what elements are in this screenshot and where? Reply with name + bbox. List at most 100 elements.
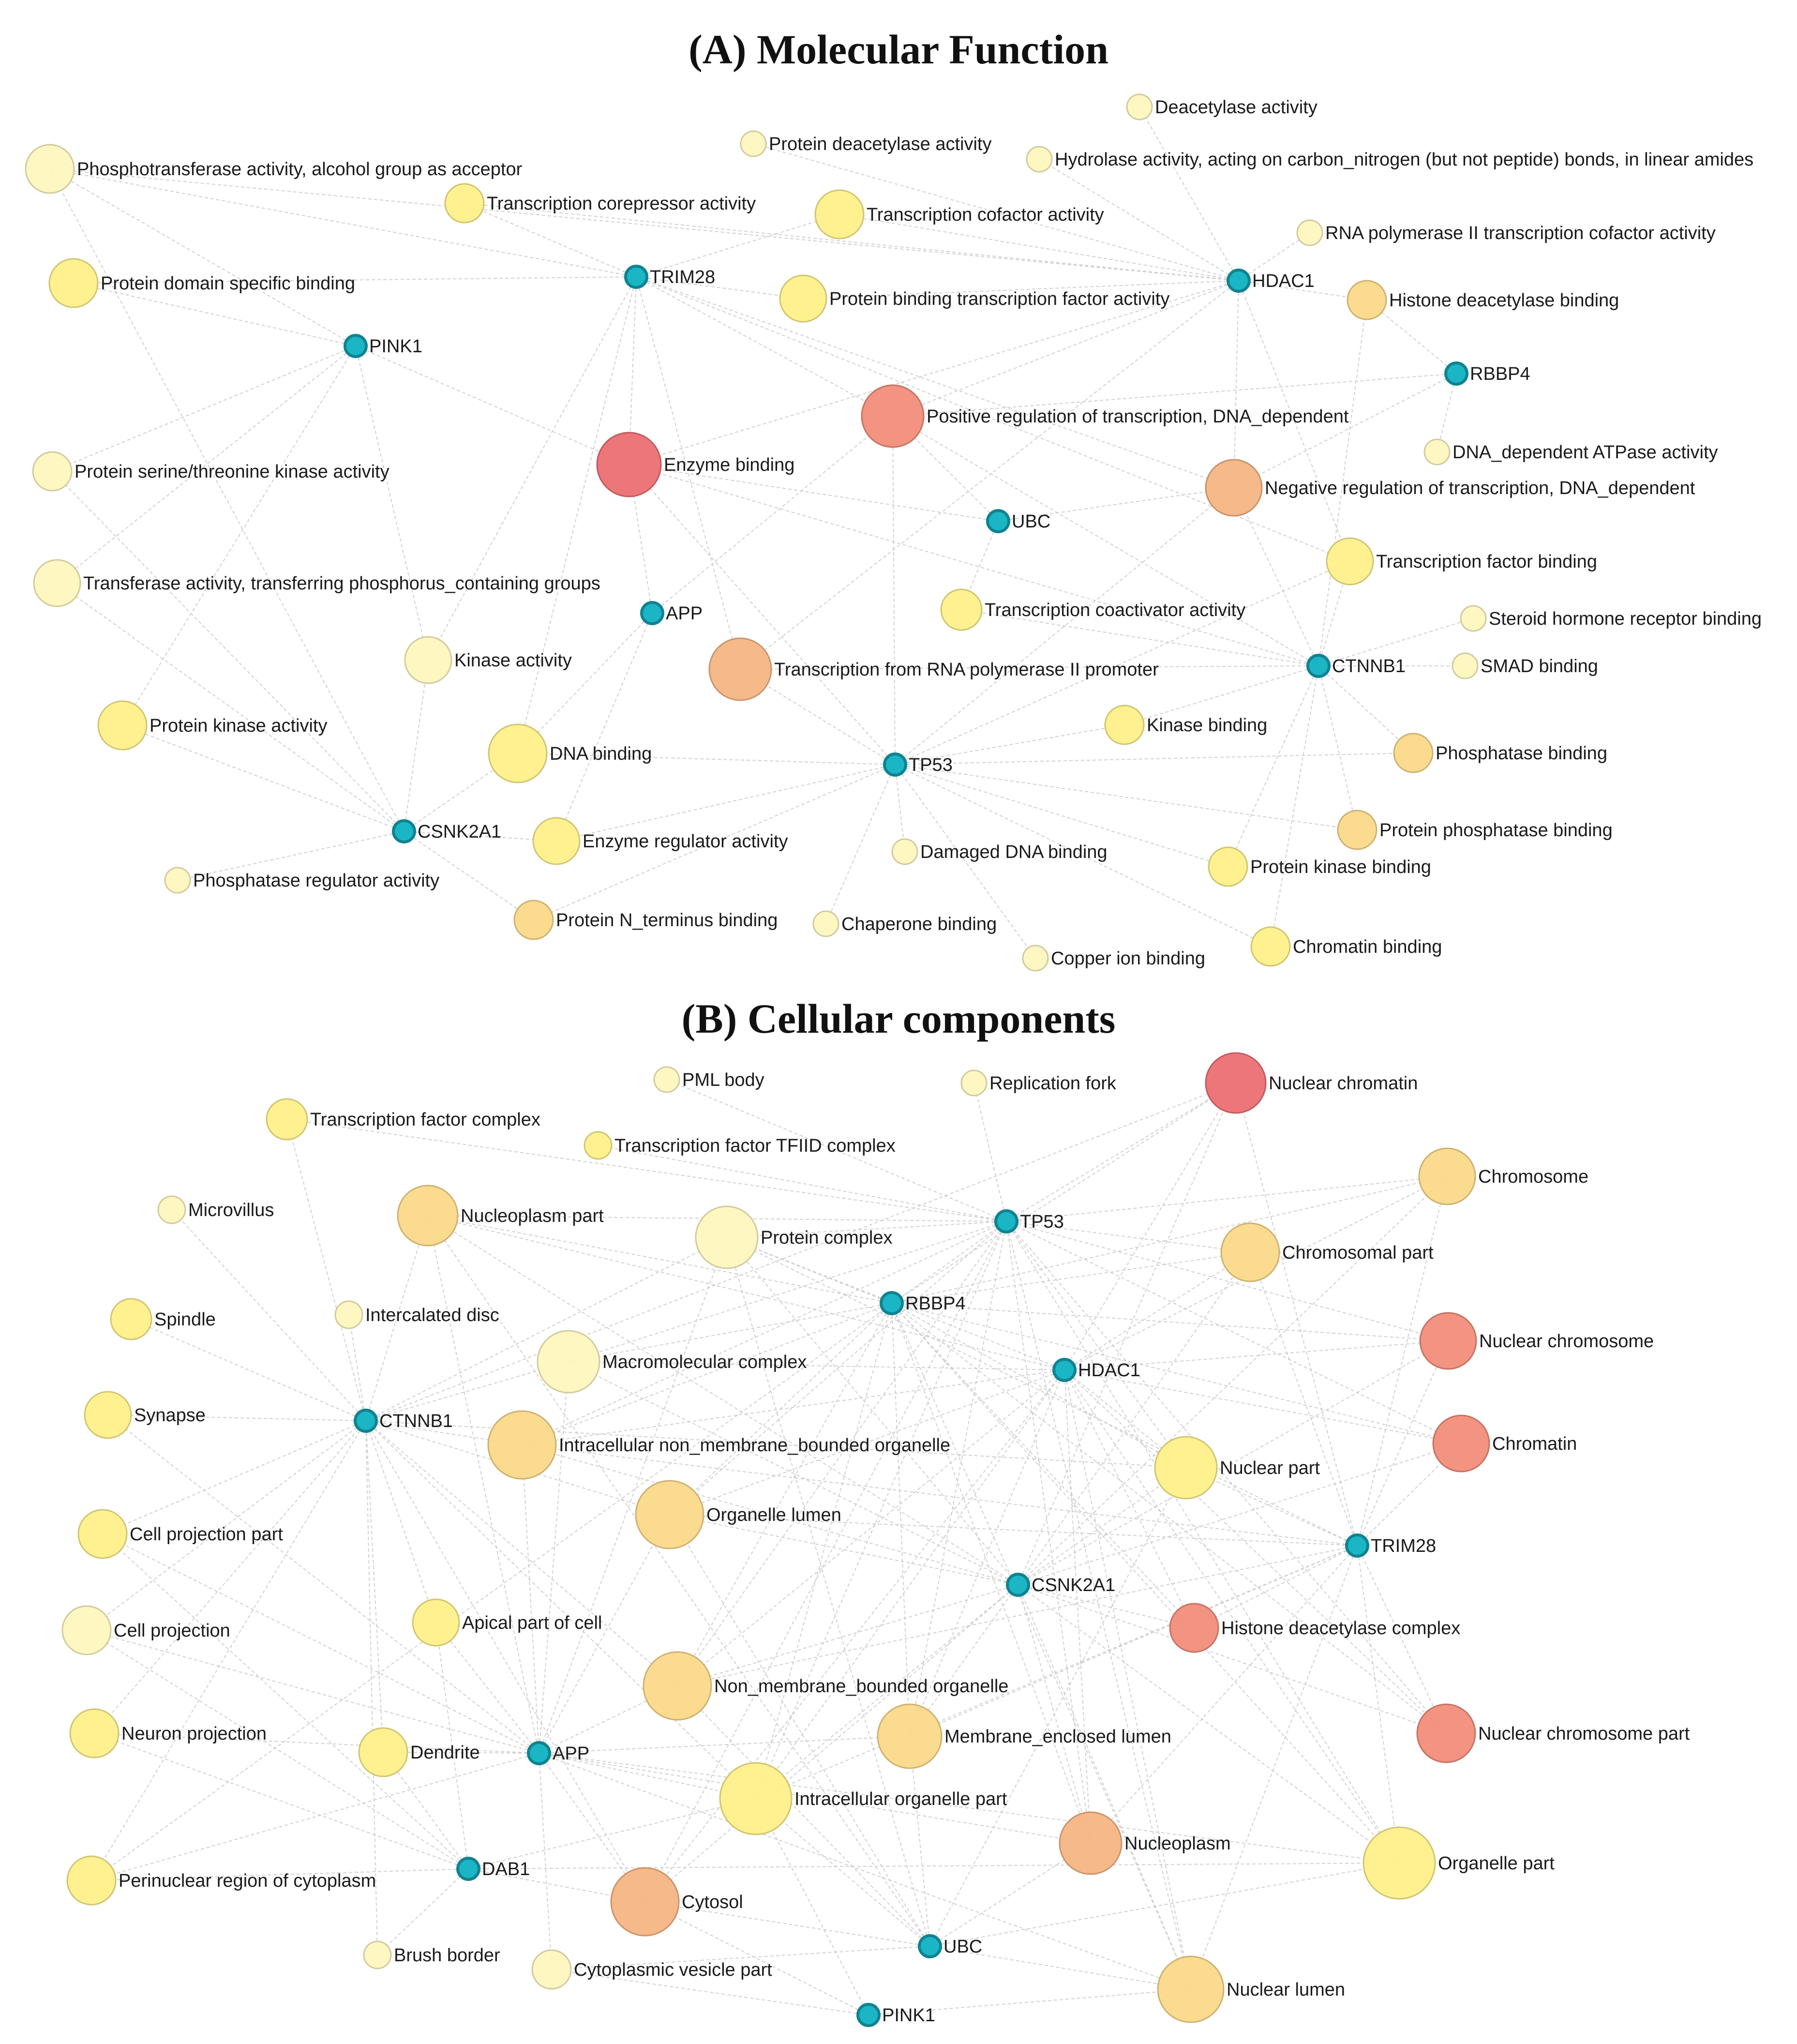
term-label: Organelle part: [1438, 1853, 1555, 1874]
term-node-brush-border: Brush border: [363, 1940, 500, 1969]
gene-label: CSNK2A1: [418, 822, 501, 842]
edge-app-cell-projection-part: [102, 1533, 539, 1754]
term-node-chromosome: Chromosome: [1418, 1147, 1588, 1205]
edge-app-enzyme-regulator: [556, 613, 653, 842]
edge-dab1-cell-projection-part: [102, 1533, 469, 1869]
edge-tp53-protein-complex: [726, 1221, 1007, 1238]
gene-circle: [392, 819, 416, 843]
edge-trim28-nuclear-chromatin: [1235, 1082, 1358, 1546]
edge-csnk2a1-n-terminus: [404, 831, 534, 920]
gene-node-ubc: UBC: [986, 509, 1050, 533]
gene-circle: [1444, 361, 1468, 386]
term-circle: [584, 1131, 613, 1160]
term-node-transcription-corepressor-activity: Transcription corepressor activity: [444, 183, 756, 224]
edge-pink1-nuclear-lumen: [868, 1989, 1191, 2015]
term-node-dna-binding: DNA binding: [488, 723, 652, 783]
edge-rbbp4-nucleoplasm-part: [427, 1215, 892, 1304]
edge-pink1-enzyme-binding: [355, 346, 629, 465]
edge-app-membrane-lumen: [539, 1736, 910, 1754]
edge-ctnnb1-cell-projection: [86, 1420, 366, 1631]
term-circle: [891, 838, 918, 865]
edge-ctnnb1-nucleoplasm-part: [365, 1215, 428, 1421]
gene-node-ubc: UBC: [918, 1934, 982, 1958]
edge-csnk2a1-nucleoplasm-part: [427, 1215, 1018, 1585]
edge-rbbp4-macromolecular: [568, 1303, 892, 1362]
edge-tp53-intra-organelle-part: [755, 1221, 1007, 1799]
term-node-protein-binding-transcription-factor-activity: Protein binding transcription factor act…: [779, 274, 1169, 323]
term-node-transcription-factor-binding: Transcription factor binding: [1326, 537, 1597, 586]
term-circle: [404, 636, 452, 684]
term-label: Protein kinase activity: [150, 716, 328, 736]
edge-app-synapse: [107, 1414, 539, 1754]
edge-trim28-chromosome: [1357, 1176, 1448, 1546]
term-node-cell-projection: Cell projection: [61, 1605, 230, 1655]
edge-hdac1-rnapol-promoter: [740, 280, 1239, 670]
edge-ctnnb1-protein-complex: [365, 1237, 727, 1421]
edge-hdac1-cytosol: [644, 1369, 1065, 1902]
edge-rbbp4-intra-non-membrane: [522, 1303, 892, 1445]
term-circle: [814, 189, 865, 240]
term-label: Protein serine/threonine kinase activity: [75, 462, 389, 482]
gene-label: HDAC1: [1252, 271, 1315, 291]
term-label: Chaperone binding: [841, 914, 997, 934]
gene-node-tp53: TP53: [994, 1209, 1064, 1233]
term-circle: [397, 1185, 459, 1247]
term-node-hydrolase-activity-acting-on-carbon-nitrogen-but-not-peptide-bonds-in-linear-amides: Hydrolase activity, acting on carbon_nit…: [1026, 146, 1753, 173]
edge-pink1-domain-binding: [73, 283, 356, 346]
edge-tp53-organelle-lumen: [669, 1221, 1007, 1515]
edge-app-organelle-part: [539, 1753, 1400, 1864]
edge-trim28-nucleoplasm: [1090, 1545, 1358, 1844]
term-label: Protein kinase binding: [1250, 857, 1431, 877]
term-label: Chromosomal part: [1282, 1243, 1434, 1263]
term-node-nucleoplasm-part: Nucleoplasm part: [397, 1185, 604, 1247]
term-circle: [1393, 733, 1434, 773]
edge-tp53-nucleoplasm-part: [427, 1215, 1007, 1222]
term-node-nuclear-lumen: Nuclear lumen: [1157, 1955, 1345, 2023]
term-label: Transcription corepressor activity: [487, 194, 756, 214]
gene-node-hdac1: HDAC1: [1227, 269, 1315, 293]
edge-app-cell-projection: [86, 1630, 539, 1754]
edge-ubc-organelle-lumen: [669, 1514, 930, 1947]
term-circle: [531, 1949, 572, 1990]
term-label: Macromolecular complex: [602, 1352, 807, 1372]
edge-ctnnb1-protein-kinase-binding: [1228, 665, 1319, 867]
edge-tp53-pos-reg: [892, 416, 896, 765]
edge-trim28-enzyme-binding: [629, 276, 637, 465]
term-node-nuclear-chromatin: Nuclear chromatin: [1205, 1052, 1418, 1114]
term-circle: [61, 1605, 112, 1655]
edge-app-perinuclear: [91, 1753, 539, 1881]
edge-trim28-nuclear-chromosome-part: [1357, 1545, 1447, 1734]
term-circle: [635, 1480, 704, 1549]
edge-csnk2a1-organelle-lumen: [669, 1514, 1018, 1585]
term-label: Protein phosphatase binding: [1379, 820, 1613, 841]
term-label: Intercalated disc: [365, 1305, 499, 1325]
edge-ctnnb1-tf-complex: [286, 1119, 366, 1421]
edge-rbbp4-membrane-lumen: [891, 1303, 910, 1737]
edge-csnk2a1-protein-complex: [726, 1237, 1018, 1585]
term-label: Cytosol: [682, 1892, 743, 1912]
edge-tp53-nuclear-chromatin: [1006, 1082, 1236, 1222]
edge-tp53-tf-binding: [895, 561, 1350, 765]
edge-ubc-protein-complex: [726, 1237, 930, 1947]
edge-dab1-intra-organelle-part: [468, 1798, 756, 1869]
edge-tp53-kinase-binding: [895, 724, 1125, 765]
term-circle: [66, 1855, 117, 1906]
term-node-cell-projection-part: Cell projection part: [77, 1509, 283, 1559]
term-label: Chromosome: [1478, 1167, 1588, 1187]
edge-tp53-dna-binding: [517, 753, 896, 765]
term-node-negative-regulation-of-transcription-dna-dependent: Negative regulation of transcription, DN…: [1205, 459, 1695, 517]
term-node-steroid-hormone-receptor-binding: Steroid hormone receptor binding: [1460, 605, 1762, 632]
edge-ubc-coactivator: [961, 521, 999, 610]
edge-rbbp4-nuclear-chromatin: [891, 1082, 1236, 1304]
gene-label: RBBP4: [1470, 364, 1530, 384]
edge-tp53-replication-fork: [973, 1082, 1007, 1222]
term-node-protein-phosphatase-binding: Protein phosphatase binding: [1337, 810, 1613, 850]
term-node-positive-regulation-of-transcription-dna-dependent: Positive regulation of transcription, DN…: [861, 384, 1349, 448]
term-node-transcription-coactivator-activity: Transcription coactivator activity: [940, 588, 1245, 631]
term-node-dna-dependent-atpase-activity: DNA_dependent ATPase activity: [1423, 438, 1718, 466]
term-circle: [488, 723, 548, 783]
gene-node-ctnnb1: CTNNB1: [1306, 654, 1406, 678]
gene-circle: [1227, 269, 1251, 293]
edge-app-nucleoplasm: [539, 1753, 1091, 1844]
gene-circle: [624, 265, 648, 289]
